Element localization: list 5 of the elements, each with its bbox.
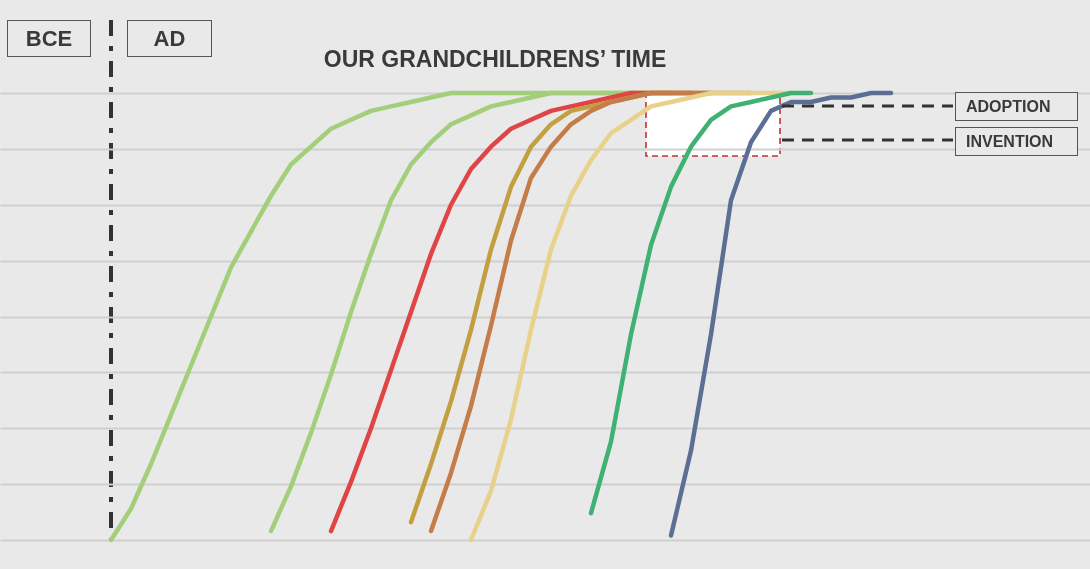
text: ADOPTION	[955, 92, 1078, 121]
text: AD	[127, 20, 212, 57]
text: INVENTION	[955, 127, 1078, 156]
chart-title: OUR GRANDCHILDRENS’ TIME	[322, 46, 668, 73]
text: BCE	[7, 20, 91, 57]
